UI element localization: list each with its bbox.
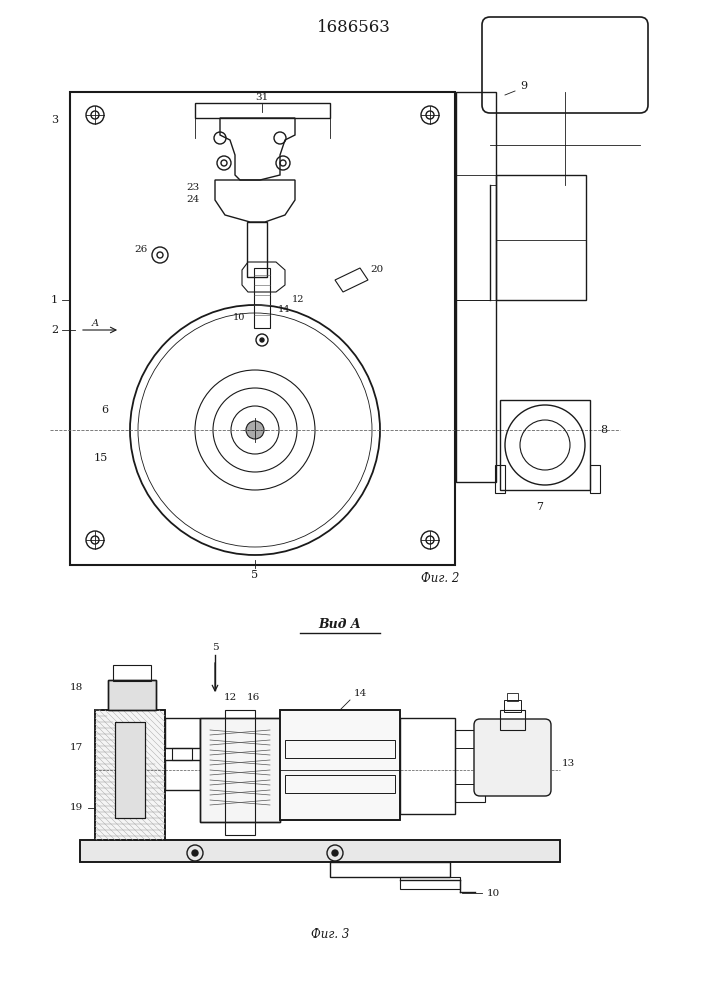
Text: 5: 5 <box>211 644 218 652</box>
Bar <box>80 840 560 862</box>
Bar <box>95 710 165 840</box>
Text: 10: 10 <box>487 888 501 898</box>
Circle shape <box>260 338 264 342</box>
Text: 31: 31 <box>255 94 269 103</box>
Text: 23: 23 <box>187 184 200 192</box>
Text: 1686563: 1686563 <box>317 19 391 36</box>
Circle shape <box>332 850 338 856</box>
Text: Вид A: Вид A <box>319 618 361 632</box>
Bar <box>115 722 145 818</box>
Text: 10: 10 <box>233 314 245 322</box>
Text: 8: 8 <box>600 425 607 435</box>
Text: 26: 26 <box>135 245 148 254</box>
Bar <box>172 748 192 760</box>
Bar <box>455 730 485 802</box>
Bar <box>590 465 600 493</box>
Text: 13: 13 <box>562 758 575 768</box>
Text: 14: 14 <box>354 688 367 698</box>
Bar <box>113 665 151 681</box>
Bar <box>285 775 395 793</box>
Bar <box>507 693 518 701</box>
FancyBboxPatch shape <box>474 719 551 796</box>
Bar <box>200 718 280 822</box>
Bar <box>95 710 165 840</box>
Text: 12: 12 <box>223 694 237 702</box>
Bar <box>400 718 455 814</box>
Text: 6: 6 <box>101 405 108 415</box>
Bar <box>400 877 460 889</box>
Text: A: A <box>91 320 98 328</box>
Text: 17: 17 <box>70 744 83 752</box>
Text: 5: 5 <box>252 570 259 580</box>
Bar <box>108 680 156 710</box>
Bar <box>280 710 400 820</box>
Bar <box>495 465 505 493</box>
Bar <box>247 222 267 277</box>
Bar <box>500 400 590 490</box>
Text: 9: 9 <box>520 81 527 91</box>
Text: 1: 1 <box>51 295 58 305</box>
Bar <box>496 175 586 300</box>
Bar <box>285 740 395 758</box>
Bar <box>200 718 280 822</box>
Text: Фиг. 2: Фиг. 2 <box>421 572 459 584</box>
Text: 16: 16 <box>246 694 259 702</box>
Bar <box>280 710 400 820</box>
Text: 20: 20 <box>370 265 383 274</box>
Bar <box>70 92 455 565</box>
Text: 18: 18 <box>70 684 83 692</box>
Bar <box>330 862 450 877</box>
Bar <box>254 268 270 328</box>
Bar <box>195 103 330 118</box>
Bar <box>500 710 525 730</box>
Bar <box>225 710 255 835</box>
Bar <box>455 748 480 784</box>
Text: 24: 24 <box>187 196 200 205</box>
Text: 2: 2 <box>51 325 58 335</box>
Text: 15: 15 <box>94 453 108 463</box>
Bar <box>108 680 156 710</box>
Text: 19: 19 <box>70 804 83 812</box>
Bar <box>504 700 521 712</box>
Bar <box>80 840 560 862</box>
Text: 7: 7 <box>537 502 544 512</box>
Circle shape <box>246 421 264 439</box>
Text: 12: 12 <box>292 296 305 304</box>
Bar <box>165 760 200 790</box>
Text: 3: 3 <box>51 115 58 125</box>
Bar <box>115 722 145 818</box>
Circle shape <box>192 850 198 856</box>
Bar <box>165 718 200 748</box>
Text: 14: 14 <box>278 306 291 314</box>
Text: Фиг. 3: Фиг. 3 <box>311 928 349 942</box>
Bar <box>456 92 496 482</box>
